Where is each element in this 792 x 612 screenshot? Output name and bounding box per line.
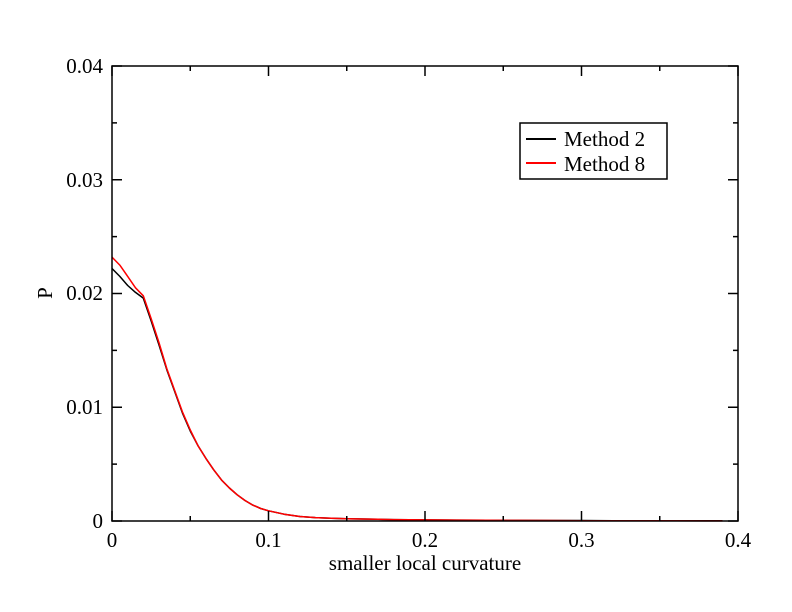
legend-label-method-2: Method 2	[564, 127, 645, 151]
x-tick-label: 0.1	[255, 528, 281, 552]
axis-ticks	[111, 65, 739, 522]
x-tick-label: 0.3	[568, 528, 594, 552]
y-tick-label: 0.01	[66, 395, 103, 419]
x-tick-label: 0	[107, 528, 118, 552]
x-tick-labels: 0 0.1 0.2 0.3 0.4	[107, 528, 752, 552]
y-axis-label: P	[33, 287, 57, 299]
y-tick-label: 0.02	[66, 281, 103, 305]
y-tick-labels: 0 0.01 0.02 0.03 0.04	[66, 54, 103, 533]
legend: Method 2 Method 8	[519, 122, 668, 180]
y-tick-label: 0	[93, 509, 104, 533]
x-tick-label: 0.2	[412, 528, 438, 552]
legend-box	[519, 122, 668, 180]
y-tick-label: 0.04	[66, 54, 103, 78]
y-tick-label: 0.03	[66, 168, 103, 192]
x-tick-label: 0.4	[725, 528, 752, 552]
x-axis-label: smaller local curvature	[329, 551, 521, 575]
legend-label-method-8: Method 8	[564, 152, 645, 176]
